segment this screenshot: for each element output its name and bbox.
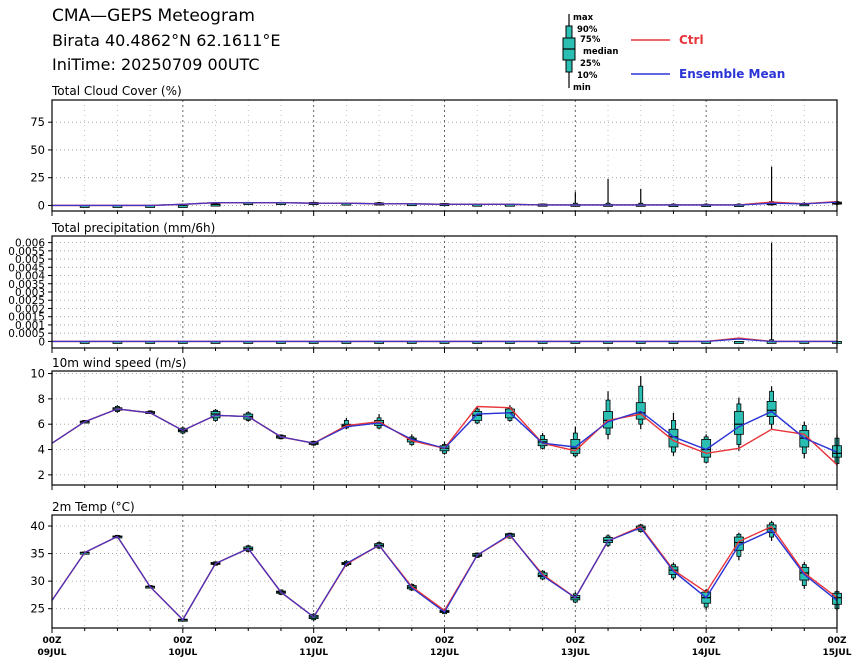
mean-line-top-precip xyxy=(52,338,837,342)
xaxis-date-label: 09JUL xyxy=(38,648,67,658)
legend-p25-label: 25% xyxy=(580,59,601,69)
ytick-label-precip: 0.0025 xyxy=(8,295,45,307)
panel-precip: Total precipitation (mm/6h)00.00050.0010… xyxy=(8,221,842,353)
legend-p90-label: 90% xyxy=(577,25,598,35)
box-inner-wind xyxy=(472,411,483,421)
ytick-label-cloud: 25 xyxy=(30,171,45,185)
xaxis-date-label: 10JUL xyxy=(168,648,197,658)
box-wind xyxy=(472,406,483,425)
page-title: CMA—GEPS Meteogram xyxy=(52,6,255,26)
ytick-label-precip: 0.0045 xyxy=(8,262,45,274)
ytick-label-precip: 0.002 xyxy=(15,303,45,315)
ytick-label-precip: 0.0015 xyxy=(8,312,45,324)
box-wind xyxy=(570,426,581,458)
ytick-label-precip: 0.006 xyxy=(15,238,45,250)
mean-line-top-cloud xyxy=(52,201,838,206)
ytick-label-precip: 0.0055 xyxy=(8,246,45,258)
box-wind xyxy=(733,397,744,451)
xaxis-hour-label: 00Z xyxy=(827,636,847,646)
ytick-label-wind: 2 xyxy=(38,468,45,482)
legend-box-glyph xyxy=(562,14,576,88)
ytick-label-temp: 25 xyxy=(30,602,45,616)
legend-min-label: min xyxy=(573,83,591,93)
legend-p75-label: 75% xyxy=(580,35,601,45)
ytick-label-wind: 4 xyxy=(38,443,45,457)
ytick-label-cloud: 75 xyxy=(30,115,45,129)
ytick-label-wind: 8 xyxy=(38,392,45,406)
ytick-label-precip: 0.001 xyxy=(15,320,45,332)
xaxis-hour-label: 00Z xyxy=(42,636,62,646)
panel-title-precip: Total precipitation (mm/6h) xyxy=(51,221,215,235)
panel-frame-cloud xyxy=(51,99,838,212)
box-inner-wind xyxy=(733,411,744,435)
xaxis-date-label: 15JUL xyxy=(823,648,852,658)
location-label: Birata 40.4862°N 62.1611°E xyxy=(52,31,281,50)
box-wind xyxy=(537,433,548,450)
ytick-label-temp: 35 xyxy=(30,547,45,561)
panel-title-wind: 10m wind speed (m/s) xyxy=(52,356,186,370)
ytick-label-precip: 0.0005 xyxy=(8,328,45,340)
mean-line-top-temp xyxy=(51,527,838,621)
panel-temp: 2m Temp (°C) 25 30 35 40 xyxy=(30,500,842,633)
legend-median-label: median xyxy=(583,47,618,57)
ytick-label-precip: 0 xyxy=(38,336,45,348)
legend-ctrl-label: Ctrl xyxy=(679,33,704,47)
box-precip xyxy=(733,341,744,344)
box-wind xyxy=(766,386,777,430)
init-time-label: IniTime: 20250709 00UTC xyxy=(52,55,260,74)
ytick-label-wind: 6 xyxy=(38,417,45,431)
ytick-label-temp: 40 xyxy=(30,519,45,533)
box-inner-precip xyxy=(733,341,744,344)
ytick-label-cloud: 0 xyxy=(38,198,45,212)
legend-p10-label: 10% xyxy=(577,71,598,81)
panel-frame-temp xyxy=(51,514,838,629)
ytick-label-precip: 0.0035 xyxy=(8,279,45,291)
box-cloud xyxy=(177,205,188,208)
ytick-label-precip: 0.003 xyxy=(15,287,45,299)
ytick-label-precip: 0.005 xyxy=(15,254,45,266)
ytick-label-precip: 0.004 xyxy=(15,271,45,283)
panel-frame-wind xyxy=(51,370,838,486)
box-wind xyxy=(635,376,646,430)
ytick-label-temp: 30 xyxy=(30,574,45,588)
box-inner-cloud xyxy=(177,205,188,208)
ytick-label-cloud: 50 xyxy=(30,143,45,157)
box-precip xyxy=(766,242,777,344)
box-inner-wind xyxy=(766,400,777,417)
legend-mean-label: Ensemble Mean xyxy=(679,67,785,81)
xaxis-date-label: 12JUL xyxy=(430,648,459,658)
box-cloud xyxy=(603,178,613,207)
box-cloud xyxy=(635,188,646,207)
xaxis-hour-label: 00Z xyxy=(304,636,324,646)
xaxis-date-label: 14JUL xyxy=(692,648,721,658)
panel-frame-precip xyxy=(51,235,838,349)
xaxis-hour-label: 00Z xyxy=(697,636,717,646)
legend-max-label: max xyxy=(573,13,594,23)
ctrl-line-wind xyxy=(51,405,838,466)
legend: max 90% 75% median 25% 10% min Ctrl Ense… xyxy=(562,13,785,93)
panel-wind: 10m wind speed (m/s) 2 4 6 8 10 xyxy=(30,356,842,490)
xaxis-date-label: 11JUL xyxy=(299,648,328,658)
mean-line-top-wind xyxy=(51,408,838,453)
xaxis-hour-label: 00Z xyxy=(566,636,586,646)
panel-cloud: Total Cloud Cover (%) 0 25 50 75 xyxy=(30,84,842,216)
panel-title-cloud: Total Cloud Cover (%) xyxy=(51,84,182,98)
xaxis-date-label: 13JUL xyxy=(561,648,590,658)
box-cloud xyxy=(766,166,777,206)
box-cloud xyxy=(210,203,221,207)
ytick-label-wind: 10 xyxy=(30,367,45,381)
panel-title-temp: 2m Temp (°C) xyxy=(52,500,135,514)
xaxis-hour-label: 00Z xyxy=(173,636,193,646)
xaxis-hour-label: 00Z xyxy=(435,636,455,646)
